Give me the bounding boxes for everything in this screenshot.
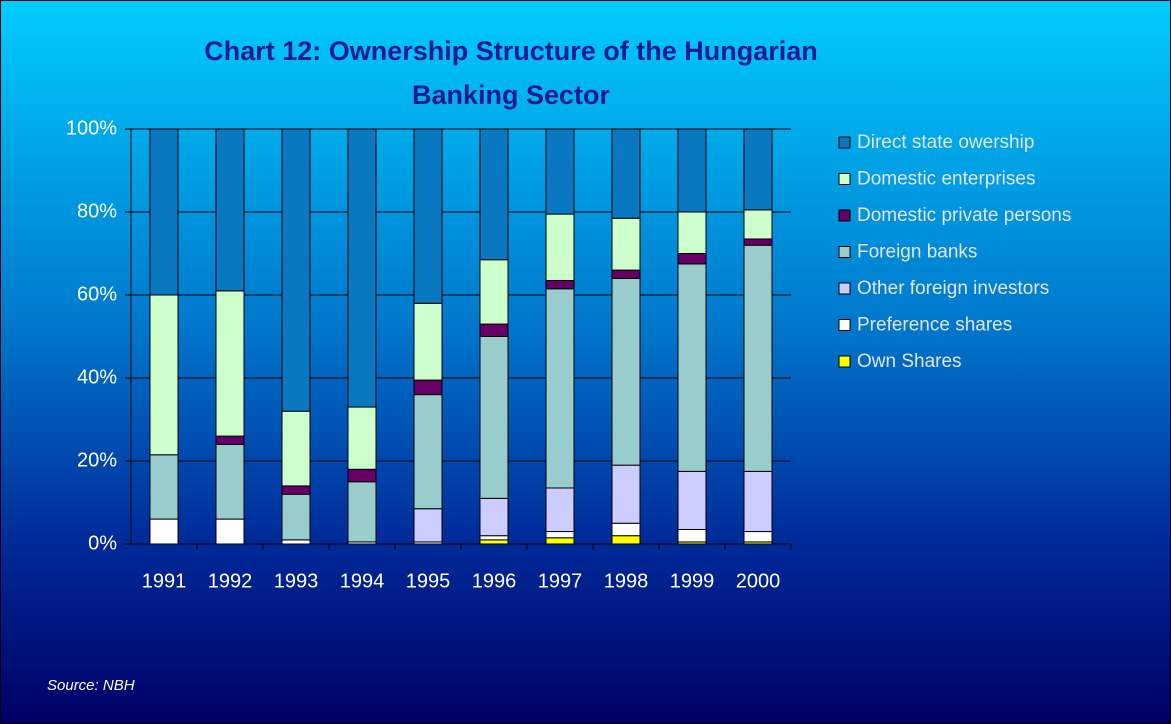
legend-swatch: [838, 282, 851, 295]
x-tick-label: 1998: [604, 570, 649, 592]
bar-segment: [545, 537, 575, 545]
bar-segment: [677, 211, 707, 254]
legend-label: Domestic enterprises: [857, 169, 1035, 190]
bar-segment: [413, 508, 443, 543]
bar-segment: [149, 128, 179, 296]
x-tick-label: 1991: [142, 570, 187, 592]
bar-segment: [149, 454, 179, 520]
bar-segment: [611, 522, 641, 537]
legend-label: Domestic private persons: [857, 205, 1071, 226]
x-tick-label: 1996: [472, 570, 517, 592]
bar-segment: [347, 481, 377, 543]
bar-segment: [743, 244, 773, 472]
y-tick-label: 40%: [77, 366, 117, 388]
legend-swatch: [838, 209, 851, 222]
legend-swatch: [838, 136, 851, 149]
legend-swatch: [838, 173, 851, 185]
bar-segment: [215, 518, 245, 545]
bar-segment: [677, 128, 707, 213]
bar-segment: [611, 464, 641, 524]
y-tick-label: 0%: [88, 532, 117, 554]
bar-segment: [215, 443, 245, 520]
bar-segment: [413, 394, 443, 510]
x-tick-label: 1999: [670, 570, 715, 592]
bar-segment: [677, 470, 707, 530]
bar-segment: [743, 531, 773, 543]
y-tick-label: 100%: [66, 117, 117, 139]
bar-segment: [281, 493, 311, 541]
y-tick-label: 80%: [77, 200, 117, 222]
bar-segment: [479, 128, 509, 261]
bar-segment: [215, 290, 245, 437]
x-tick-label: 1993: [274, 570, 319, 592]
legend-label: Direct state owership: [857, 132, 1034, 153]
bar-segment: [281, 539, 311, 545]
bar-segment: [413, 128, 443, 304]
bar-segment: [479, 497, 509, 537]
bar-segment: [347, 406, 377, 470]
bar-segment: [545, 487, 575, 533]
bar-segment: [281, 485, 311, 495]
x-tick-label: 2000: [736, 570, 781, 592]
bar-segment: [479, 535, 509, 541]
source-note: Source: NBH: [47, 677, 135, 694]
bar-segment: [281, 410, 311, 487]
chart-title: Chart 12: Ownership Structure of the Hun…: [204, 36, 818, 110]
bar-segment: [149, 294, 179, 456]
bar-segment: [347, 128, 377, 408]
legend-label: Foreign banks: [857, 242, 977, 263]
bar-segment: [545, 288, 575, 489]
bar-segment: [677, 253, 707, 265]
legend-label: Other foreign investors: [857, 278, 1049, 299]
y-tick-label: 60%: [77, 283, 117, 305]
legend-label: Preference shares: [857, 315, 1012, 336]
bar-segment: [677, 528, 707, 543]
bar-segment: [281, 128, 311, 412]
bar-segment: [677, 263, 707, 472]
bar-segment: [413, 302, 443, 381]
legend-swatch: [838, 246, 851, 258]
bar-segment: [149, 518, 179, 545]
legend-swatch: [838, 319, 851, 331]
bar-segment: [743, 128, 773, 211]
legend-swatch: [838, 355, 851, 368]
bar-segment: [479, 336, 509, 499]
bar-segment: [743, 470, 773, 533]
bar-segment: [479, 539, 509, 545]
bar-segment: [545, 128, 575, 215]
bar-segment: [611, 269, 641, 279]
legend-label: Own Shares: [857, 351, 962, 372]
x-tick-label: 1995: [406, 570, 451, 592]
bar-segment: [215, 435, 245, 445]
y-tick-label: 20%: [77, 449, 117, 471]
bar-segment: [611, 277, 641, 466]
bar-segment: [479, 259, 509, 325]
bar-segment: [743, 238, 773, 246]
bar-segment: [347, 468, 377, 483]
bar-segment: [545, 531, 575, 539]
bar-segment: [611, 128, 641, 219]
bar-segment: [545, 279, 575, 290]
bar-segment: [611, 535, 641, 545]
bar-segment: [413, 379, 443, 396]
bar-segment: [215, 128, 245, 292]
bar-segment: [479, 323, 509, 337]
bar-segment: [545, 213, 575, 281]
x-tick-label: 1994: [340, 570, 385, 592]
bar-segment: [611, 217, 641, 271]
x-tick-label: 1997: [538, 570, 583, 592]
x-tick-label: 1992: [208, 570, 253, 592]
bar-segment: [743, 209, 773, 240]
